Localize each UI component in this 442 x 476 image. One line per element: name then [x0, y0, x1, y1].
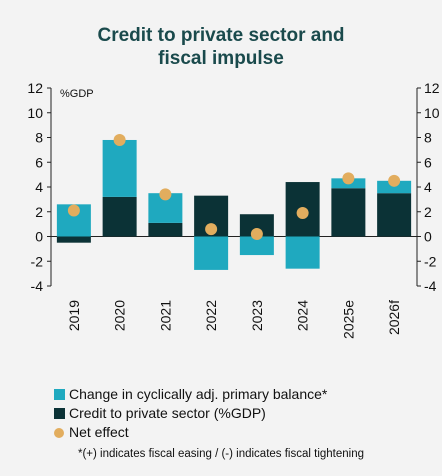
- bar-balance-2020: [102, 139, 137, 197]
- x-tick-label-2019: 2019: [66, 300, 82, 331]
- dot-net-2024: [296, 206, 309, 219]
- legend-item-credit: Credit to private sector (%GDP): [54, 404, 327, 423]
- legend-label-net: Net effect: [69, 424, 129, 440]
- dot-net-2020: [113, 133, 126, 146]
- bar-credit-2021: [148, 222, 183, 237]
- dot-net-2025e: [342, 172, 355, 185]
- y-tick-label-left: 0: [35, 229, 43, 245]
- bar-credit-2020: [102, 196, 137, 237]
- chart-title-line-2: fiscal impulse: [158, 48, 284, 69]
- bar-balance-2024: [285, 236, 320, 269]
- y-tick-label-left: 12: [27, 80, 43, 96]
- y-tick-label-left: -4: [31, 278, 44, 294]
- dot-net-2022: [205, 223, 218, 236]
- bar-credit-2025e: [331, 188, 366, 237]
- bar-credit-2019: [56, 236, 91, 243]
- x-tick-label-2021: 2021: [157, 300, 173, 331]
- y-tick-label-right: 8: [424, 130, 432, 146]
- bar-credit-2023: [239, 214, 274, 237]
- legend-item-balance: Change in cyclically adj. primary balanc…: [54, 385, 327, 404]
- legend-label-credit: Credit to private sector (%GDP): [69, 405, 266, 421]
- x-tick-label-2024: 2024: [295, 300, 311, 331]
- chart-footnote: *(+) indicates fiscal easing / (-) indic…: [77, 448, 365, 460]
- x-tick-label-2020: 2020: [112, 300, 128, 331]
- dot-net-2026f: [388, 174, 401, 187]
- legend-swatch-net: [54, 427, 64, 438]
- legend-swatch-balance: [54, 389, 65, 400]
- y-tick-label-left: 10: [27, 105, 43, 121]
- bar-credit-2026f: [377, 193, 412, 237]
- dot-net-2019: [67, 204, 80, 217]
- chart-plot: -4 -4 -2 -2 0 0 2 2 4 4 6 6 8 8 10 10 12 12 %GDP 2019 2020 20…: [27, 80, 439, 339]
- bar-balance-2026f: [377, 180, 412, 194]
- bar-balance-2023: [239, 236, 274, 256]
- chart-title-line-1: Credit to private sector and: [97, 25, 345, 46]
- chart-bars: [56, 139, 412, 270]
- y-tick-label-left: 6: [35, 154, 43, 170]
- y-tick-label-right: 10: [424, 105, 440, 121]
- dot-net-2021: [159, 188, 172, 201]
- x-tick-label-2023: 2023: [249, 300, 265, 331]
- chart-title: Credit to private sector and fiscal impu…: [0, 24, 442, 70]
- x-tick-label-2022: 2022: [203, 300, 219, 331]
- chart-legend: Change in cyclically adj. primary balanc…: [54, 385, 327, 442]
- y-tick-label-right: 12: [424, 80, 440, 96]
- y-tick-label-right: 2: [424, 204, 432, 220]
- y-tick-label-right: -2: [424, 253, 437, 269]
- legend-label-balance: Change in cyclically adj. primary balanc…: [69, 386, 328, 402]
- chart-dots: [67, 133, 401, 241]
- y-tick-label-left: 8: [35, 130, 43, 146]
- y-tick-label-right: 4: [424, 179, 432, 195]
- y-tick-label-right: -4: [424, 278, 437, 294]
- y-unit-label: %GDP: [60, 88, 94, 100]
- y-tick-label-left: 2: [35, 204, 43, 220]
- y-tick-label-right: 6: [424, 154, 432, 170]
- y-tick-label-left: -2: [31, 253, 44, 269]
- y-tick-label-right: 0: [424, 229, 432, 245]
- y-tick-label-left: 4: [35, 179, 43, 195]
- dot-net-2023: [250, 228, 263, 241]
- bar-balance-2022: [194, 236, 229, 270]
- legend-item-net: Net effect: [54, 423, 327, 442]
- legend-swatch-credit: [54, 408, 65, 419]
- x-tick-label-2025e: 2025e: [340, 300, 356, 339]
- x-tick-label-2026f: 2026f: [386, 300, 402, 335]
- chart-labels: -4 -4 -2 -2 0 0 2 2 4 4 6 6 8 8 10 10 12 12 %GDP 2019 2020 20…: [27, 80, 439, 339]
